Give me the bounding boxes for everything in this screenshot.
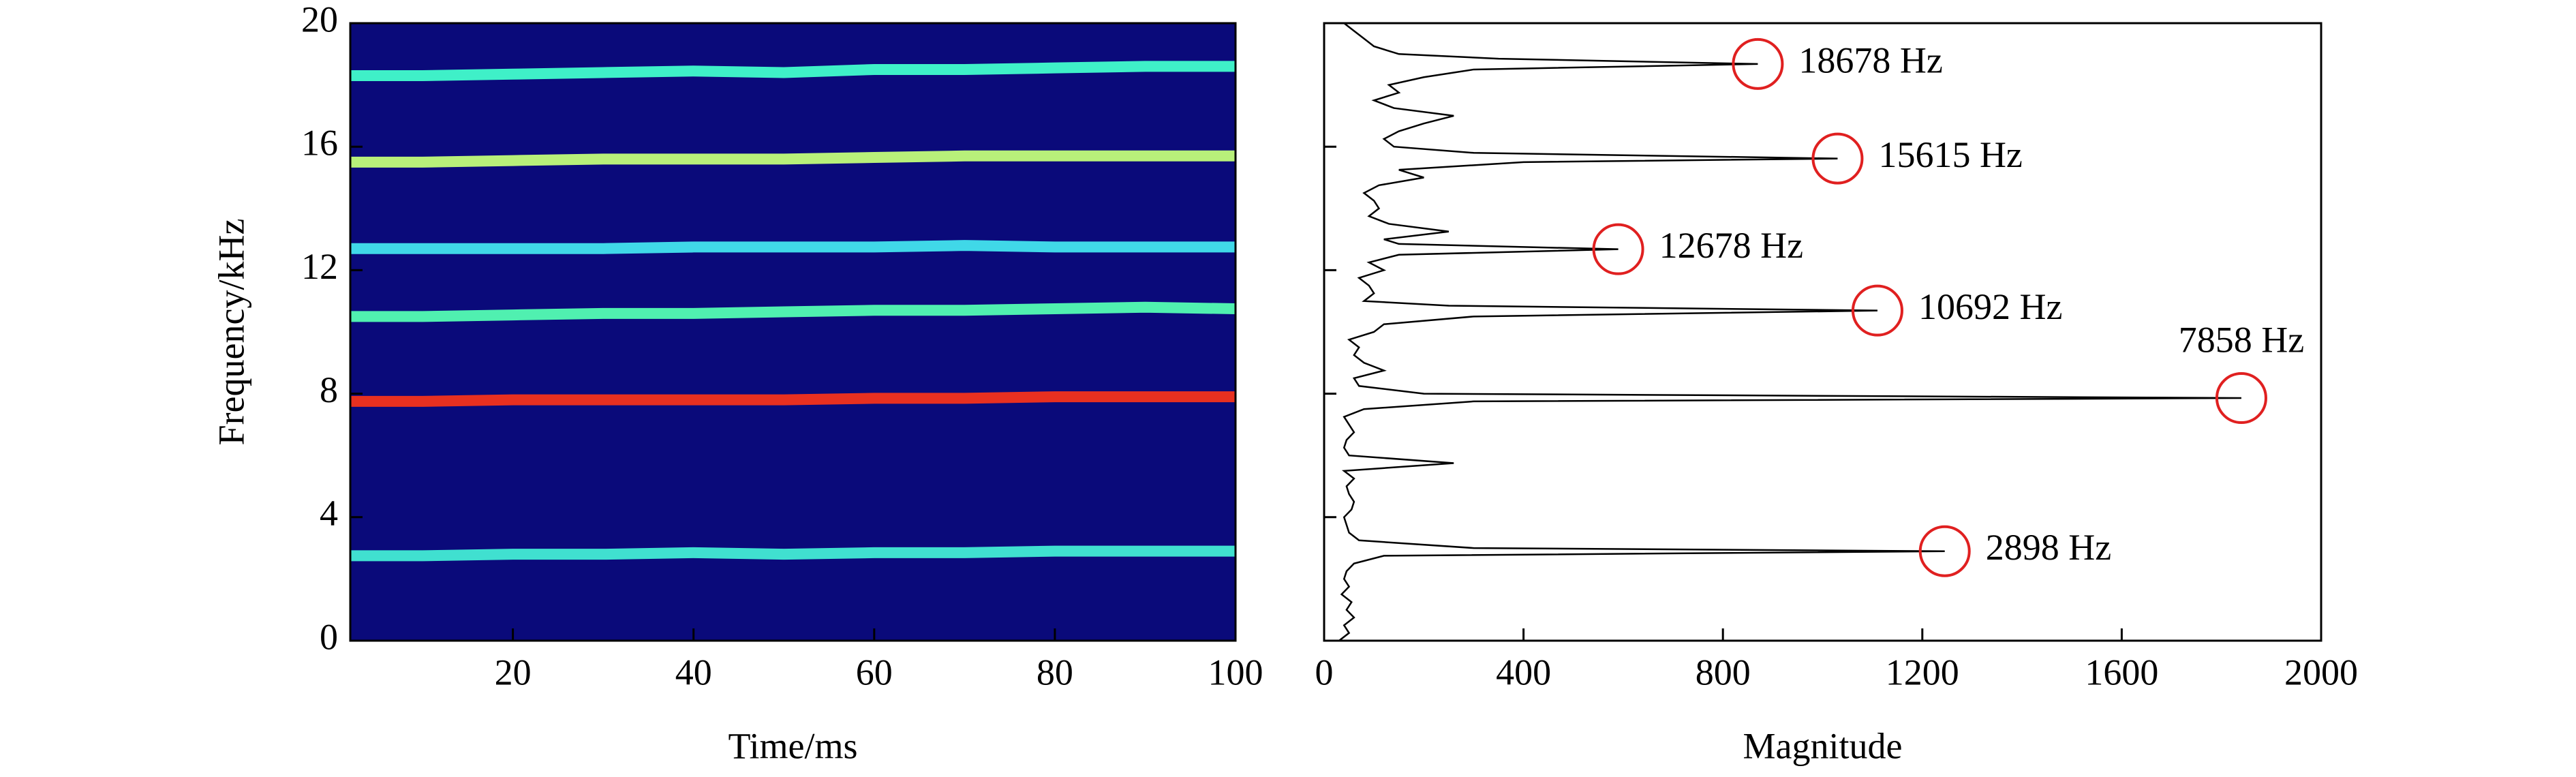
frequency-band [350,301,1236,322]
x-axis-label: Magnitude [1743,725,1903,766]
plot-background [350,23,1236,641]
peak-marker [1851,284,1903,337]
x-tick-label: 40 [675,652,712,692]
peak-label: 10692 Hz [1918,286,2062,327]
peak-label: 12678 Hz [1659,225,1803,266]
x-tick-label: 80 [1037,652,1073,692]
y-axis-label: Frequency/kHz [211,219,251,446]
frequency-band [350,240,1236,254]
frequency-band [350,391,1236,407]
x-tick-label: 100 [1208,652,1263,692]
y-tick-label: 12 [301,246,338,287]
peak-marker [1918,525,1971,577]
frequency-band [350,545,1236,562]
plot-frame [1323,22,2322,642]
frequency-band [350,150,1236,168]
x-tick-label: 2000 [2284,652,2358,692]
peak-marker [1592,223,1644,275]
x-tick-label: 400 [1496,652,1551,692]
plot-frame [349,22,1237,642]
peak-label: 18678 Hz [1798,40,1942,80]
peak-label: 15615 Hz [1878,134,2022,175]
x-tick-label: 800 [1696,652,1751,692]
frequency-band [350,61,1236,82]
x-axis-label: Time/ms [728,725,857,766]
x-tick-label: 1600 [2085,652,2158,692]
peak-marker [2215,372,2267,425]
peak-label: 2898 Hz [1986,527,2111,568]
x-tick-label: 1200 [1886,652,1959,692]
peak-label: 7858 Hz [2179,319,2304,360]
x-tick-label: 60 [856,652,893,692]
x-tick-label: 20 [495,652,532,692]
y-tick-label: 20 [301,0,338,40]
peak-marker [1732,37,1784,90]
y-tick-label: 0 [320,616,338,657]
x-tick-label: 0 [1315,652,1334,692]
spectrum-line [1338,22,2241,641]
peak-marker [1811,132,1864,185]
y-tick-label: 8 [320,369,338,410]
y-tick-label: 16 [301,123,338,164]
y-tick-label: 4 [320,493,338,534]
